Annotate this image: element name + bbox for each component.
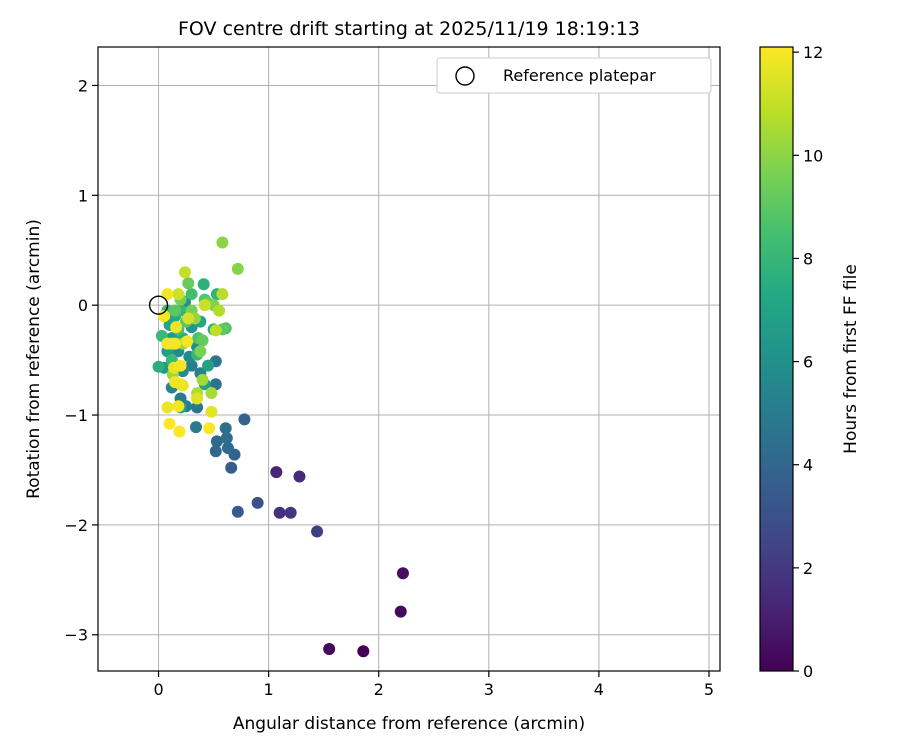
data-point (216, 288, 229, 301)
y-tick-label: −1 (64, 406, 88, 425)
data-point (197, 278, 210, 291)
data-point (161, 401, 174, 414)
data-point (203, 422, 216, 435)
data-point (196, 334, 209, 347)
data-point (163, 417, 176, 430)
x-axis-label: Angular distance from reference (arcmin) (233, 714, 585, 734)
data-point (209, 445, 222, 458)
x-tick-label: 3 (484, 680, 494, 699)
data-point (396, 567, 409, 580)
colorbar-ticks: 0 2 4 6 8 10 12 (793, 43, 823, 681)
y-tick-label: 1 (78, 186, 88, 205)
y-tick-label: 2 (78, 76, 88, 95)
data-point (178, 266, 191, 279)
y-tick-label: −2 (64, 516, 88, 535)
data-point (172, 400, 185, 413)
data-point (221, 441, 234, 454)
data-point (191, 401, 204, 414)
data-points (152, 236, 409, 658)
data-point (231, 505, 244, 518)
colorbar-tick-label: 4 (803, 456, 813, 475)
y-axis-label: Rotation from reference (arcmin) (24, 219, 44, 499)
grid-lines (98, 47, 720, 671)
y-tick-label: −3 (64, 626, 88, 645)
data-point (161, 288, 174, 301)
data-point (189, 421, 202, 434)
legend-box (436, 57, 712, 94)
data-point (231, 262, 244, 275)
data-point (251, 496, 264, 509)
legend: Reference platepar (436, 57, 712, 94)
colorbar-tick-label: 12 (803, 43, 823, 62)
colorbar-label: Hours from first FF file (841, 264, 861, 454)
colorbar-tick-label: 8 (803, 249, 813, 268)
data-point (238, 413, 251, 426)
data-point (323, 643, 336, 656)
data-point (357, 645, 370, 658)
data-point (216, 236, 229, 249)
colorbar-tick-label: 6 (803, 353, 813, 372)
data-point (198, 299, 211, 312)
x-tick-label: 0 (153, 680, 163, 699)
data-point (293, 470, 306, 483)
data-point (182, 312, 195, 325)
x-tick-label: 4 (594, 680, 604, 699)
x-tick-label: 5 (704, 680, 714, 699)
data-point (191, 392, 204, 405)
colorbar-tick-label: 10 (803, 146, 823, 165)
data-point (169, 304, 182, 317)
x-tick-label: 1 (264, 680, 274, 699)
data-point (220, 432, 233, 445)
data-point (311, 525, 324, 538)
data-point (270, 466, 283, 479)
data-point (169, 376, 182, 389)
data-point (181, 335, 194, 348)
data-point (284, 506, 297, 519)
data-point (152, 360, 165, 373)
data-point (210, 435, 223, 448)
colorbar-tick-label: 2 (803, 559, 813, 578)
y-tick-label: 0 (78, 296, 88, 315)
x-tick-label: 2 (374, 680, 384, 699)
x-axis-ticks: 0 1 2 3 4 5 (153, 671, 714, 699)
colorbar-tick-label: 0 (803, 662, 813, 681)
reference-platepar-marker (148, 295, 169, 315)
data-point (273, 506, 286, 519)
chart-title: FOV centre drift starting at 2025/11/19 … (178, 18, 640, 40)
data-point (205, 405, 218, 418)
data-point (194, 345, 207, 358)
data-point (172, 288, 185, 301)
legend-label: Reference platepar (503, 66, 656, 85)
plot-frame (97, 46, 721, 672)
data-point (174, 359, 187, 372)
data-point (219, 422, 232, 435)
data-point (173, 425, 186, 438)
data-point (185, 288, 198, 301)
data-point (182, 277, 195, 290)
y-axis-ticks: −3 −2 −1 0 1 2 (64, 76, 98, 645)
data-point (225, 461, 238, 474)
data-point (209, 324, 222, 337)
data-point (196, 373, 209, 386)
legend-marker-icon (455, 66, 475, 86)
data-point (202, 359, 215, 372)
data-point (394, 605, 407, 618)
colorbar-gradient (759, 46, 794, 672)
data-point (213, 304, 226, 317)
data-point (170, 321, 183, 334)
colorbar: 0 2 4 6 8 10 12 Hours from first FF file (759, 43, 861, 681)
data-point (205, 387, 218, 400)
data-point (169, 337, 182, 350)
